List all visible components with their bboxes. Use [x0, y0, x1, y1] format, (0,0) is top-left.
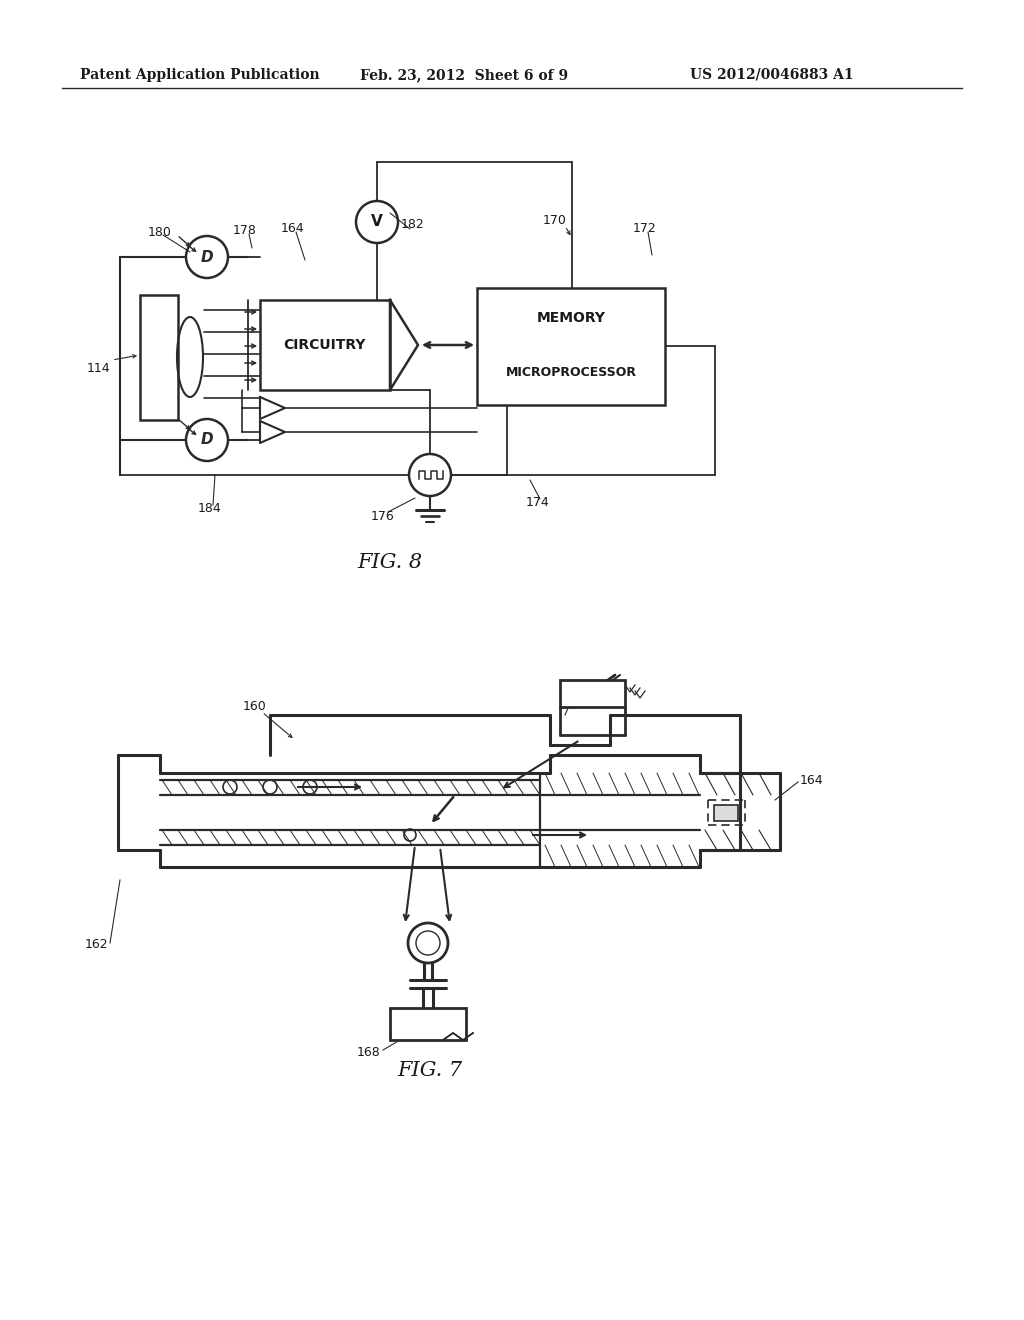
Circle shape [408, 923, 449, 964]
Polygon shape [260, 397, 285, 418]
Text: 164: 164 [800, 774, 823, 787]
Bar [560, 680, 625, 708]
Text: 178: 178 [233, 223, 257, 236]
Text: Feb. 23, 2012  Sheet 6 of 9: Feb. 23, 2012 Sheet 6 of 9 [360, 69, 568, 82]
Bar [390, 1008, 466, 1040]
Polygon shape [390, 300, 418, 389]
Text: 160: 160 [243, 701, 267, 714]
Text: MICROPROCESSOR: MICROPROCESSOR [506, 366, 637, 379]
Text: 182: 182 [401, 219, 425, 231]
Text: 172: 172 [633, 222, 656, 235]
Polygon shape [260, 421, 285, 444]
Text: 164: 164 [281, 222, 304, 235]
Text: 184: 184 [198, 502, 222, 515]
Bar [140, 294, 178, 420]
Text: V: V [371, 214, 383, 230]
Text: 168: 168 [356, 1047, 380, 1060]
Text: D: D [201, 249, 213, 264]
Text: CIRCUITRY: CIRCUITRY [284, 338, 367, 352]
Text: 180: 180 [148, 226, 172, 239]
Text: 114: 114 [86, 362, 110, 375]
Text: D: D [201, 433, 213, 447]
Text: 162: 162 [84, 939, 108, 952]
Text: 170: 170 [543, 214, 567, 227]
Bar [260, 300, 390, 389]
Text: 166: 166 [563, 681, 587, 693]
Bar [714, 805, 738, 821]
Text: 176: 176 [371, 510, 395, 523]
Text: 174: 174 [526, 495, 550, 508]
Text: Patent Application Publication: Patent Application Publication [80, 69, 319, 82]
Bar [477, 288, 665, 405]
Text: US 2012/0046883 A1: US 2012/0046883 A1 [690, 69, 854, 82]
Text: MEMORY: MEMORY [537, 312, 605, 326]
Text: FIG. 8: FIG. 8 [357, 553, 423, 572]
Text: FIG. 7: FIG. 7 [397, 1060, 463, 1080]
